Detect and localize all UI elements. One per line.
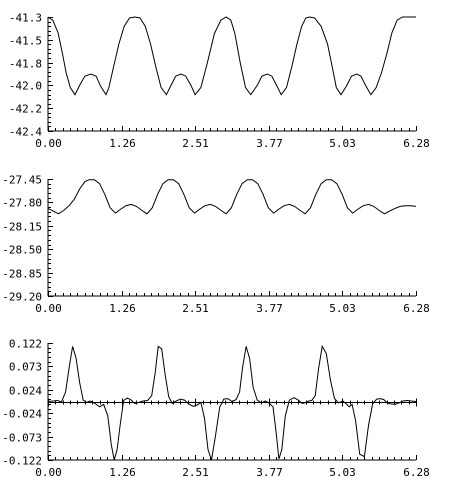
- y-tick-label: 0.122: [9, 338, 42, 351]
- y-tick-label: -42.2: [9, 103, 42, 116]
- y-tick-label: -42.4: [9, 126, 42, 139]
- x-tick-label: 5.03: [329, 302, 356, 315]
- y-tick-label: 0.024: [9, 385, 42, 398]
- x-tick-label: 2.51: [182, 137, 209, 150]
- y-tick-label: -28.50: [2, 244, 42, 257]
- y-tick-label: -27.45: [2, 174, 42, 187]
- x-tick-label: 5.03: [329, 137, 356, 150]
- y-tick-label: -29.20: [2, 291, 42, 304]
- x-tick-label: 6.28: [403, 466, 430, 479]
- x-tick-label: 1.26: [109, 137, 136, 150]
- y-tick-label: -41.8: [9, 58, 42, 71]
- x-tick-label: 1.26: [109, 466, 136, 479]
- series-line-2: [47, 179, 417, 215]
- y-tick-label: -0.073: [2, 432, 42, 445]
- x-tick-label: 6.28: [403, 302, 430, 315]
- x-tick-label: 3.77: [256, 302, 283, 315]
- series-line-1: [47, 16, 416, 96]
- y-tick-label: -42.0: [9, 80, 42, 93]
- y-tick-label: -0.122: [2, 455, 42, 468]
- y-tick-label: -0.024: [2, 408, 42, 421]
- series-line-3: [47, 344, 417, 461]
- x-tick-label: 1.26: [109, 302, 136, 315]
- x-tick-label: 6.28: [403, 137, 430, 150]
- x-tick-label: 0.00: [35, 302, 62, 315]
- y-tick-label: -28.15: [2, 221, 42, 234]
- y-tick-label: -41.5: [9, 35, 42, 48]
- x-tick-label: 2.51: [182, 302, 209, 315]
- x-tick-label: 0.00: [35, 466, 62, 479]
- y-tick-label: 0.073: [9, 361, 42, 374]
- y-tick-label: -27.80: [2, 197, 42, 210]
- y-tick-label: -28.85: [2, 268, 42, 281]
- x-tick-label: 5.03: [329, 466, 356, 479]
- x-tick-label: 2.51: [182, 466, 209, 479]
- x-tick-label: 0.00: [35, 137, 62, 150]
- x-tick-label: 3.77: [256, 137, 283, 150]
- y-tick-label: -41.3: [9, 12, 42, 25]
- x-tick-label: 3.77: [256, 466, 283, 479]
